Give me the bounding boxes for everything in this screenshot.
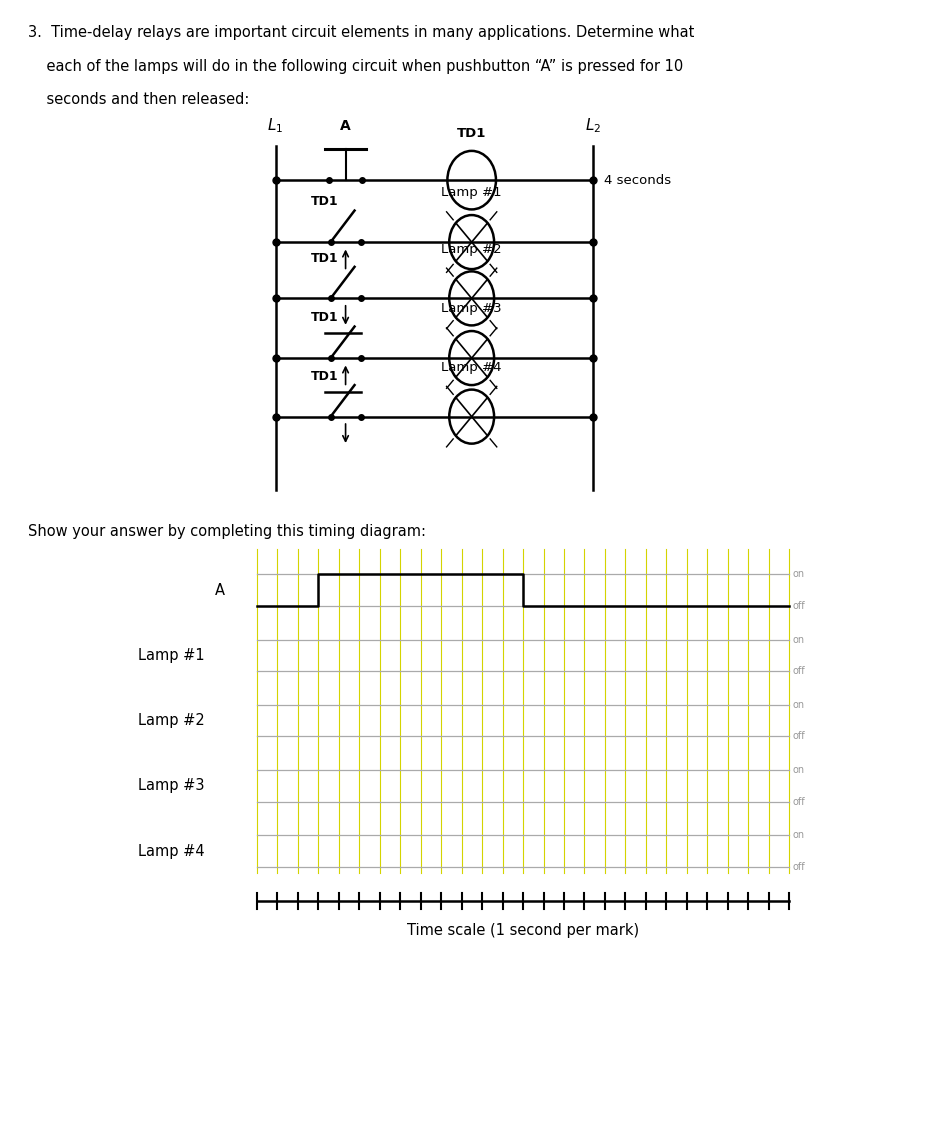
Text: Lamp #2: Lamp #2 <box>138 713 205 729</box>
Text: TD1: TD1 <box>310 251 338 265</box>
Text: 4 seconds: 4 seconds <box>604 173 672 187</box>
Text: Lamp #2: Lamp #2 <box>442 242 502 256</box>
Text: seconds and then released:: seconds and then released: <box>28 92 249 107</box>
Text: on: on <box>793 766 805 775</box>
Text: TD1: TD1 <box>310 369 338 383</box>
Text: A: A <box>340 119 351 133</box>
Text: off: off <box>793 863 806 872</box>
Text: off: off <box>793 797 806 806</box>
Text: Lamp #4: Lamp #4 <box>138 843 205 859</box>
Text: on: on <box>793 700 805 709</box>
Text: Lamp #1: Lamp #1 <box>138 647 205 663</box>
Text: on: on <box>793 570 805 579</box>
Text: on: on <box>793 635 805 644</box>
Text: Time scale (1 second per mark): Time scale (1 second per mark) <box>407 923 639 938</box>
Text: Lamp #4: Lamp #4 <box>442 360 502 374</box>
Text: on: on <box>793 831 805 840</box>
Text: $L_1$: $L_1$ <box>267 116 284 135</box>
Text: off: off <box>793 601 806 610</box>
Text: Show your answer by completing this timing diagram:: Show your answer by completing this timi… <box>28 524 426 538</box>
Text: each of the lamps will do in the following circuit when pushbutton “A” is presse: each of the lamps will do in the followi… <box>28 59 684 73</box>
Text: off: off <box>793 732 806 741</box>
Text: 3.  Time-delay relays are important circuit elements in many applications. Deter: 3. Time-delay relays are important circu… <box>28 25 694 39</box>
Text: TD1: TD1 <box>310 195 338 208</box>
Text: A: A <box>215 582 225 598</box>
Text: Lamp #3: Lamp #3 <box>442 302 502 315</box>
Text: $L_2$: $L_2$ <box>585 116 601 135</box>
Text: Lamp #1: Lamp #1 <box>442 186 502 199</box>
Text: TD1: TD1 <box>310 311 338 324</box>
Text: Lamp #3: Lamp #3 <box>138 778 205 794</box>
Text: TD1: TD1 <box>457 126 487 140</box>
Text: off: off <box>793 667 806 676</box>
